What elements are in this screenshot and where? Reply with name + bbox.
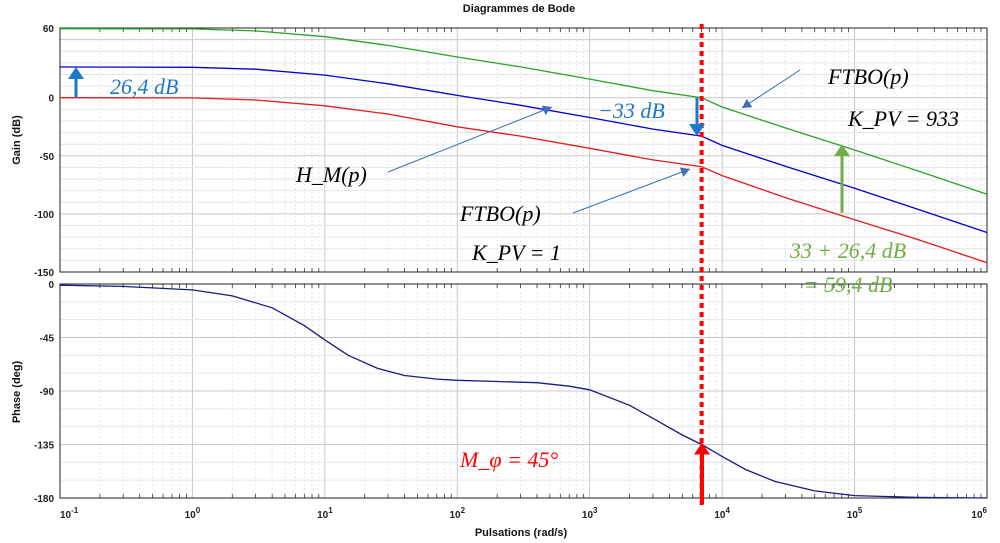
label-phase-margin: M_φ = 45°: [459, 447, 558, 472]
phase-ytick-label: 0: [48, 280, 54, 291]
phase-ytick-label: -90: [40, 387, 55, 398]
arrow-26-4-db-head: [68, 67, 84, 80]
arrow-minus-33-db-head: [689, 124, 705, 137]
gain-ytick-label: -100: [34, 210, 54, 221]
pointer-ftbo-low-shaft: [572, 168, 691, 214]
x-tick-label: 102: [449, 506, 465, 521]
phase-frame: [59, 283, 988, 499]
phase-series-line-0: [59, 284, 988, 499]
label-kpv-low: K_PV = 1: [471, 240, 561, 265]
phase-ytick-label: -180: [34, 494, 54, 505]
x-axis-label: Pulsations (rad/s): [475, 527, 568, 539]
gain-ytick-label: 60: [43, 24, 55, 35]
x-tick-label: 10-1: [60, 506, 79, 521]
gain-series-line-0: [59, 28, 988, 195]
pointer-ftbo-high-shaft: [741, 69, 801, 109]
pointer-hm-shaft: [387, 106, 553, 173]
gain-ytick-label: -150: [34, 268, 54, 279]
x-tick-label: 100: [185, 506, 201, 521]
label-sum-line2: = 59,4 dB: [804, 272, 893, 297]
x-tick-label: 104: [714, 506, 730, 521]
label-minus-33-db: −33 dB: [598, 98, 665, 123]
label-kpv-high: K_PV = 933: [847, 106, 959, 131]
pointer-ftbo-high-head: [742, 98, 753, 108]
label-ftbo-high: FTBO(p): [827, 64, 909, 89]
label-ftbo-low: FTBO(p): [459, 201, 541, 226]
grid-lines: [59, 27, 987, 499]
gain-ytick-label: 0: [48, 94, 54, 105]
phase-ytick-label: -135: [34, 441, 54, 452]
arrow-59-4-db-head: [834, 144, 850, 157]
gain-frame: [59, 27, 988, 273]
chart-title: Diagrammes de Bode: [463, 3, 575, 15]
axes-frames: [59, 27, 988, 499]
phase-ylabel: Phase (deg): [11, 360, 23, 423]
x-tick-label: 106: [971, 506, 987, 521]
series-lines: [59, 28, 988, 499]
label-26-4-db: 26,4 dB: [110, 74, 178, 99]
x-tick-label: 105: [847, 506, 863, 521]
pointer-ftbo-low-head: [679, 167, 690, 177]
label-hm: H_M(p): [295, 162, 367, 187]
phase-ytick-label: -45: [40, 334, 55, 345]
gain-series-line-2: [59, 97, 988, 264]
label-sum-line1: 33 + 26,4 dB: [789, 238, 906, 263]
gain-ylabel: Gain (dB): [11, 115, 23, 165]
annotations: 26,4 dB −33 dB 33 + 26,4 dB = 59,4 dB FTBO(p…: [68, 24, 959, 505]
arrow-phase-margin-head: [694, 442, 710, 455]
pointer-hm-head: [541, 105, 552, 115]
gain-ytick-label: -50: [40, 152, 55, 163]
x-tick-label: 103: [582, 506, 598, 521]
gain-series-line-1: [59, 66, 988, 234]
x-tick-label: 101: [317, 506, 333, 521]
